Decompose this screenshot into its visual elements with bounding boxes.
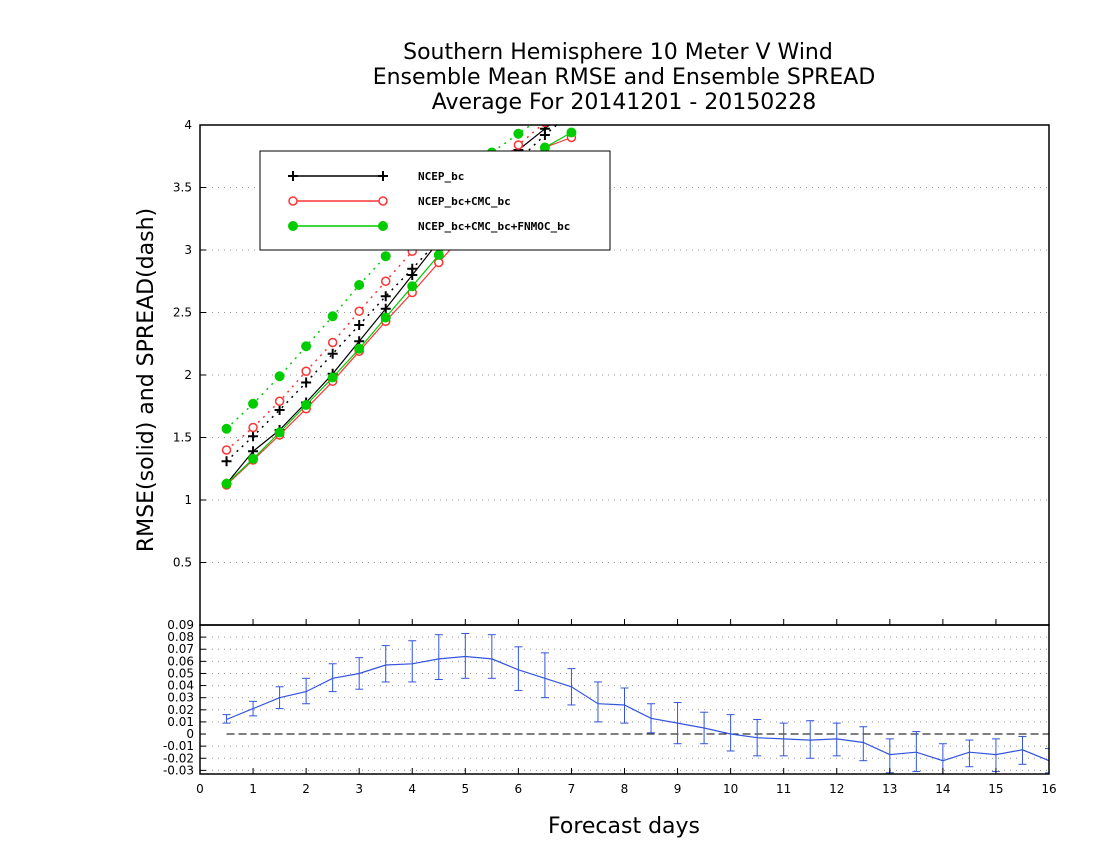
y-axis-label: RMSE(solid) and SPREAD(dash) [134, 208, 159, 552]
spread-point [513, 140, 524, 150]
x-tick-label: 12 [829, 782, 844, 796]
lower-y-tick-label: 0.05 [167, 666, 194, 680]
lower-y-tick-label: 0.04 [167, 679, 194, 693]
legend-label: NCEP_bc+CMC_bc+FNMOC_bc [418, 220, 570, 233]
title-line-2: Ensemble Mean RMSE and Ensemble SPREAD [373, 65, 876, 90]
rmse-point [274, 427, 285, 438]
rmse-point [433, 250, 444, 260]
rmse-point [221, 478, 232, 489]
spread-point [327, 337, 338, 348]
rmse-point [566, 127, 577, 138]
rmse-point [354, 343, 365, 354]
x-tick-label: 3 [355, 782, 363, 796]
lower-y-tick-label: 0.07 [167, 642, 194, 656]
rmse-point [248, 453, 259, 464]
spread-point [301, 341, 312, 352]
x-tick-label: 8 [621, 782, 629, 796]
legend-marker [288, 196, 298, 206]
x-tick-label: 7 [568, 782, 576, 796]
legend-marker [288, 221, 298, 231]
spread-line [226, 125, 544, 451]
x-axis-label: Forecast days [548, 814, 700, 839]
x-tick-label: 13 [882, 782, 897, 796]
upper-series-layer [221, 125, 577, 490]
x-tick-label: 2 [302, 782, 310, 796]
rmse-point [327, 372, 338, 383]
spread-point [248, 398, 259, 409]
lower-y-tick-label: -0.01 [163, 739, 194, 753]
lower-y-tick-label: -0.02 [163, 751, 194, 765]
upper-y-tick-label: 2.5 [173, 306, 192, 320]
legend-label: NCEP_bc [418, 170, 464, 183]
spread-point [248, 422, 258, 433]
spread-point [327, 311, 338, 322]
spread-point [354, 306, 364, 316]
rmse-point [301, 400, 312, 410]
upper-y-tick-label: 1.5 [173, 431, 192, 445]
upper-y-tick-label: 3.5 [173, 181, 192, 195]
lower-y-tick-label: 0.01 [167, 715, 194, 729]
spread-point [301, 366, 311, 376]
spread-point [221, 423, 232, 434]
spread-point [513, 128, 524, 139]
x-tick-label: 1 [249, 782, 257, 796]
x-tick-label: 14 [935, 782, 950, 796]
upper-y-axis: 0.5 1 1.5 2 2.5 3 3.5 4 [173, 118, 206, 570]
chart-title: Southern Hemisphere 10 Meter V Wind Ense… [373, 40, 876, 115]
lower-y-tick-label: 0.08 [167, 630, 194, 644]
x-tick-label: 6 [515, 782, 523, 796]
lower-y-tick-label: 0.02 [167, 703, 194, 717]
upper-y-tick-label: 3 [184, 243, 192, 257]
title-line-3: Average For 20141201 - 20150228 [432, 90, 817, 115]
x-tick-label: 11 [776, 782, 791, 796]
spread-point [274, 396, 285, 406]
lower-y-tick-label: 0 [186, 727, 194, 741]
lower-series-layer [222, 632, 1049, 774]
lower-y-axis: -0.03-0.02-0.0100.010.020.030.040.050.06… [163, 618, 206, 777]
upper-y-tick-label: 0.5 [173, 556, 192, 570]
spread-point [221, 445, 232, 455]
spread-point [274, 371, 285, 382]
upper-y-tick-label: 4 [184, 118, 192, 132]
x-tick-label: 16 [1041, 782, 1056, 796]
rmse-point [407, 281, 418, 292]
spread-point [380, 276, 391, 286]
lower-y-tick-label: -0.03 [163, 763, 194, 777]
lower-y-tick-label: 0.03 [167, 691, 194, 705]
x-axis: 0 1 2 3 4 5 6 7 8 9 10 11 12 13 14 15 16 [196, 619, 1057, 796]
rmse-point [380, 312, 391, 323]
lower-grid [200, 624, 1049, 771]
legend-marker [378, 196, 388, 206]
x-tick-label: 10 [723, 782, 738, 796]
legend: NCEP_bc NCEP_bc+CMC_bc NCEP_bc+CMC_bc+FNMO… [259, 150, 611, 251]
lower-y-tick-label: 0.06 [167, 654, 194, 668]
legend-label: NCEP_bc+CMC_bc [418, 195, 511, 208]
x-tick-label: 4 [408, 782, 416, 796]
x-tick-label: 5 [461, 782, 469, 796]
title-line-1: Southern Hemisphere 10 Meter V Wind [403, 40, 833, 65]
x-tick-label: 15 [988, 782, 1003, 796]
legend-marker [378, 221, 388, 231]
x-tick-label: 0 [196, 782, 204, 796]
upper-y-tick-label: 1 [184, 493, 192, 507]
upper-y-tick-label: 2 [184, 368, 192, 382]
lower-y-tick-label: 0.09 [167, 618, 194, 632]
spread-point [380, 251, 391, 262]
difference-line [226, 655, 1049, 762]
x-tick-label: 9 [674, 782, 682, 796]
spread-point [354, 280, 365, 290]
